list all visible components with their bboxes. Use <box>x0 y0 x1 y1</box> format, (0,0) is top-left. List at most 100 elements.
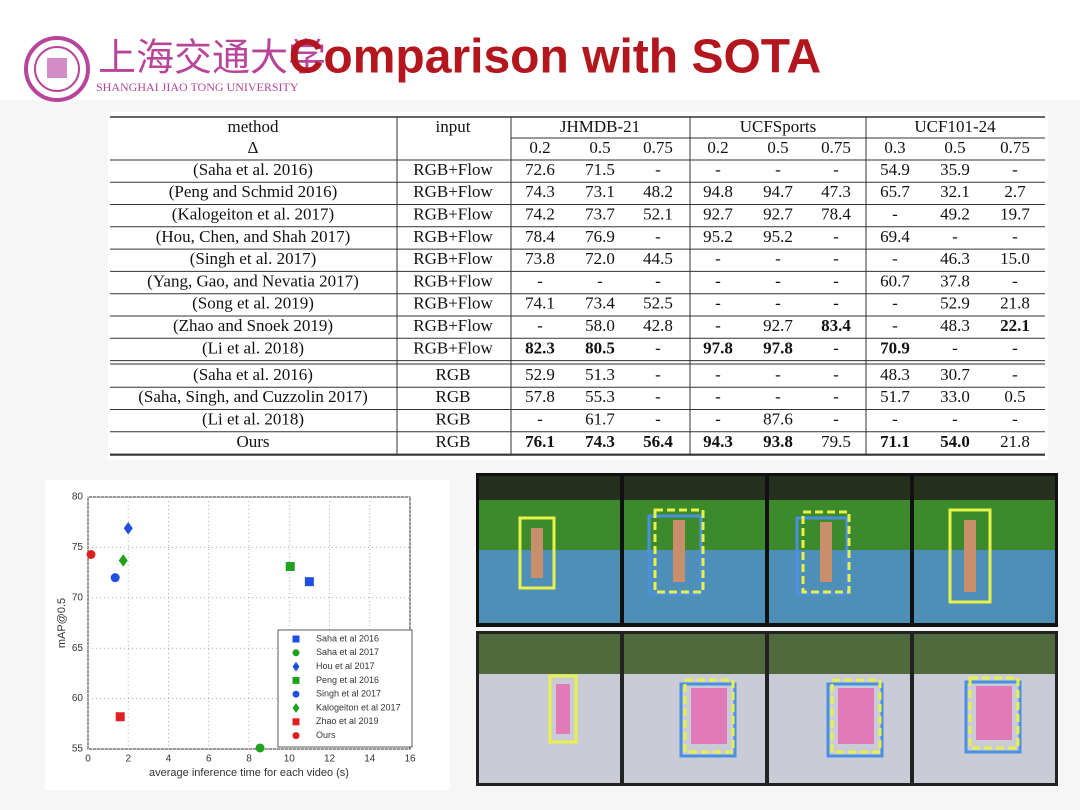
value-cell: - <box>833 410 839 429</box>
legend-label: Kalogeiton et al 2017 <box>316 702 401 712</box>
value-cell: - <box>597 271 603 290</box>
value-cell: 37.8 <box>940 271 970 290</box>
method-cell: (Zhao and Snoek 2019) <box>173 316 333 335</box>
value-cell: 74.3 <box>525 182 555 201</box>
method-cell: (Yang, Gao, and Nevatia 2017) <box>147 271 359 290</box>
value-cell: - <box>775 160 781 179</box>
value-cell: 80.5 <box>585 338 615 357</box>
threshold-header: 0.75 <box>1000 138 1030 157</box>
value-cell: 92.7 <box>763 205 793 224</box>
value-cell: - <box>655 338 661 357</box>
input-cell: RGB+Flow <box>413 271 493 290</box>
frame-sky <box>624 476 765 500</box>
value-cell: 92.7 <box>703 205 733 224</box>
value-cell: - <box>715 316 721 335</box>
value-cell: 72.0 <box>585 249 615 268</box>
x-tick-label: 2 <box>125 754 131 765</box>
method-cell: (Saha, Singh, and Cuzzolin 2017) <box>138 387 367 406</box>
value-cell: 87.6 <box>763 410 793 429</box>
logo-english: SHANGHAI JIAO TONG UNIVERSITY <box>96 80 299 94</box>
x-tick-label: 10 <box>284 754 296 765</box>
value-cell: 49.2 <box>940 205 970 224</box>
value-cell: - <box>715 249 721 268</box>
value-cell: - <box>833 227 839 246</box>
threshold-header: 0.75 <box>643 138 673 157</box>
threshold-header: 0.5 <box>767 138 788 157</box>
scatter-chart: 0 2 4 6 8 10 12 14 16 55 60 65 70 75 80 average inferen… <box>56 492 416 779</box>
pred-box <box>801 510 851 594</box>
threshold-header: 0.3 <box>884 138 905 157</box>
value-cell: - <box>833 387 839 406</box>
y-tick-label: 60 <box>72 693 84 704</box>
value-cell: 21.8 <box>1000 432 1030 451</box>
value-cell: 21.8 <box>1000 294 1030 313</box>
value-cell: - <box>892 294 898 313</box>
value-cell: 82.3 <box>525 338 555 357</box>
value-cell: 51.3 <box>585 365 615 384</box>
legend-label: Singh et al 2017 <box>316 689 381 699</box>
legend-marker <box>292 676 300 684</box>
value-cell: - <box>715 271 721 290</box>
rider <box>838 688 874 744</box>
y-tick-label: 55 <box>72 744 84 755</box>
frame-grass <box>479 500 620 550</box>
value-cell: - <box>775 249 781 268</box>
value-cell: 78.4 <box>525 227 555 246</box>
group-header: UCFSports <box>740 117 817 136</box>
value-cell: 32.1 <box>940 182 970 201</box>
rider <box>691 688 727 744</box>
value-cell: 79.5 <box>821 432 851 451</box>
point <box>304 577 314 587</box>
pred-box <box>948 508 992 604</box>
frame-trees <box>914 634 1055 674</box>
value-cell: - <box>1012 271 1018 290</box>
value-cell: 74.1 <box>525 294 555 313</box>
value-cell: - <box>1012 365 1018 384</box>
y-tick-label: 70 <box>72 592 84 603</box>
point <box>86 549 96 559</box>
method-cell: (Saha et al. 2016) <box>193 160 313 179</box>
pred-box <box>653 508 705 594</box>
value-cell: 76.1 <box>525 432 555 451</box>
input-cell: RGB <box>436 410 471 429</box>
value-cell: 65.7 <box>880 182 910 201</box>
gt-box <box>826 682 884 758</box>
value-cell: 97.8 <box>703 338 733 357</box>
results-table: method input JHMDB-21 UCFSports UCF101-24 Δ 0.… <box>110 116 1045 456</box>
value-cell: 73.7 <box>585 205 615 224</box>
value-cell: - <box>1012 160 1018 179</box>
legend-marker <box>292 690 300 698</box>
frame-grass <box>769 500 910 550</box>
method-cell: (Saha et al. 2016) <box>193 365 313 384</box>
legend-label: Hou et al 2017 <box>316 661 375 671</box>
value-cell: 52.9 <box>940 294 970 313</box>
value-cell: - <box>655 365 661 384</box>
point <box>285 562 295 572</box>
frame-trees <box>479 634 620 674</box>
input-cell: RGB+Flow <box>413 338 493 357</box>
value-cell: - <box>952 227 958 246</box>
value-cell: - <box>952 410 958 429</box>
runner <box>820 522 832 582</box>
column-header: method <box>228 117 279 136</box>
value-cell: 74.2 <box>525 205 555 224</box>
value-cell: 54.0 <box>940 432 970 451</box>
value-cell: 60.7 <box>880 271 910 290</box>
value-cell: 95.2 <box>703 227 733 246</box>
logo: 上海交通大学 SHANGHAI JIAO TONG UNIVERSITY <box>24 36 326 102</box>
input-cell: RGB+Flow <box>413 182 493 201</box>
value-cell: - <box>952 338 958 357</box>
value-cell: - <box>892 410 898 429</box>
value-cell: 94.8 <box>703 182 733 201</box>
value-cell: - <box>892 249 898 268</box>
y-axis-label: mAP@0.5 <box>56 598 68 648</box>
value-cell: 52.9 <box>525 365 555 384</box>
value-cell: - <box>715 365 721 384</box>
gt-box <box>679 682 737 758</box>
value-cell: 73.4 <box>585 294 615 313</box>
method-cell: Ours <box>236 432 269 451</box>
x-axis-label: average inference time for each video (s… <box>149 767 349 779</box>
value-cell: - <box>715 410 721 429</box>
value-cell: - <box>537 410 543 429</box>
value-cell: - <box>775 294 781 313</box>
